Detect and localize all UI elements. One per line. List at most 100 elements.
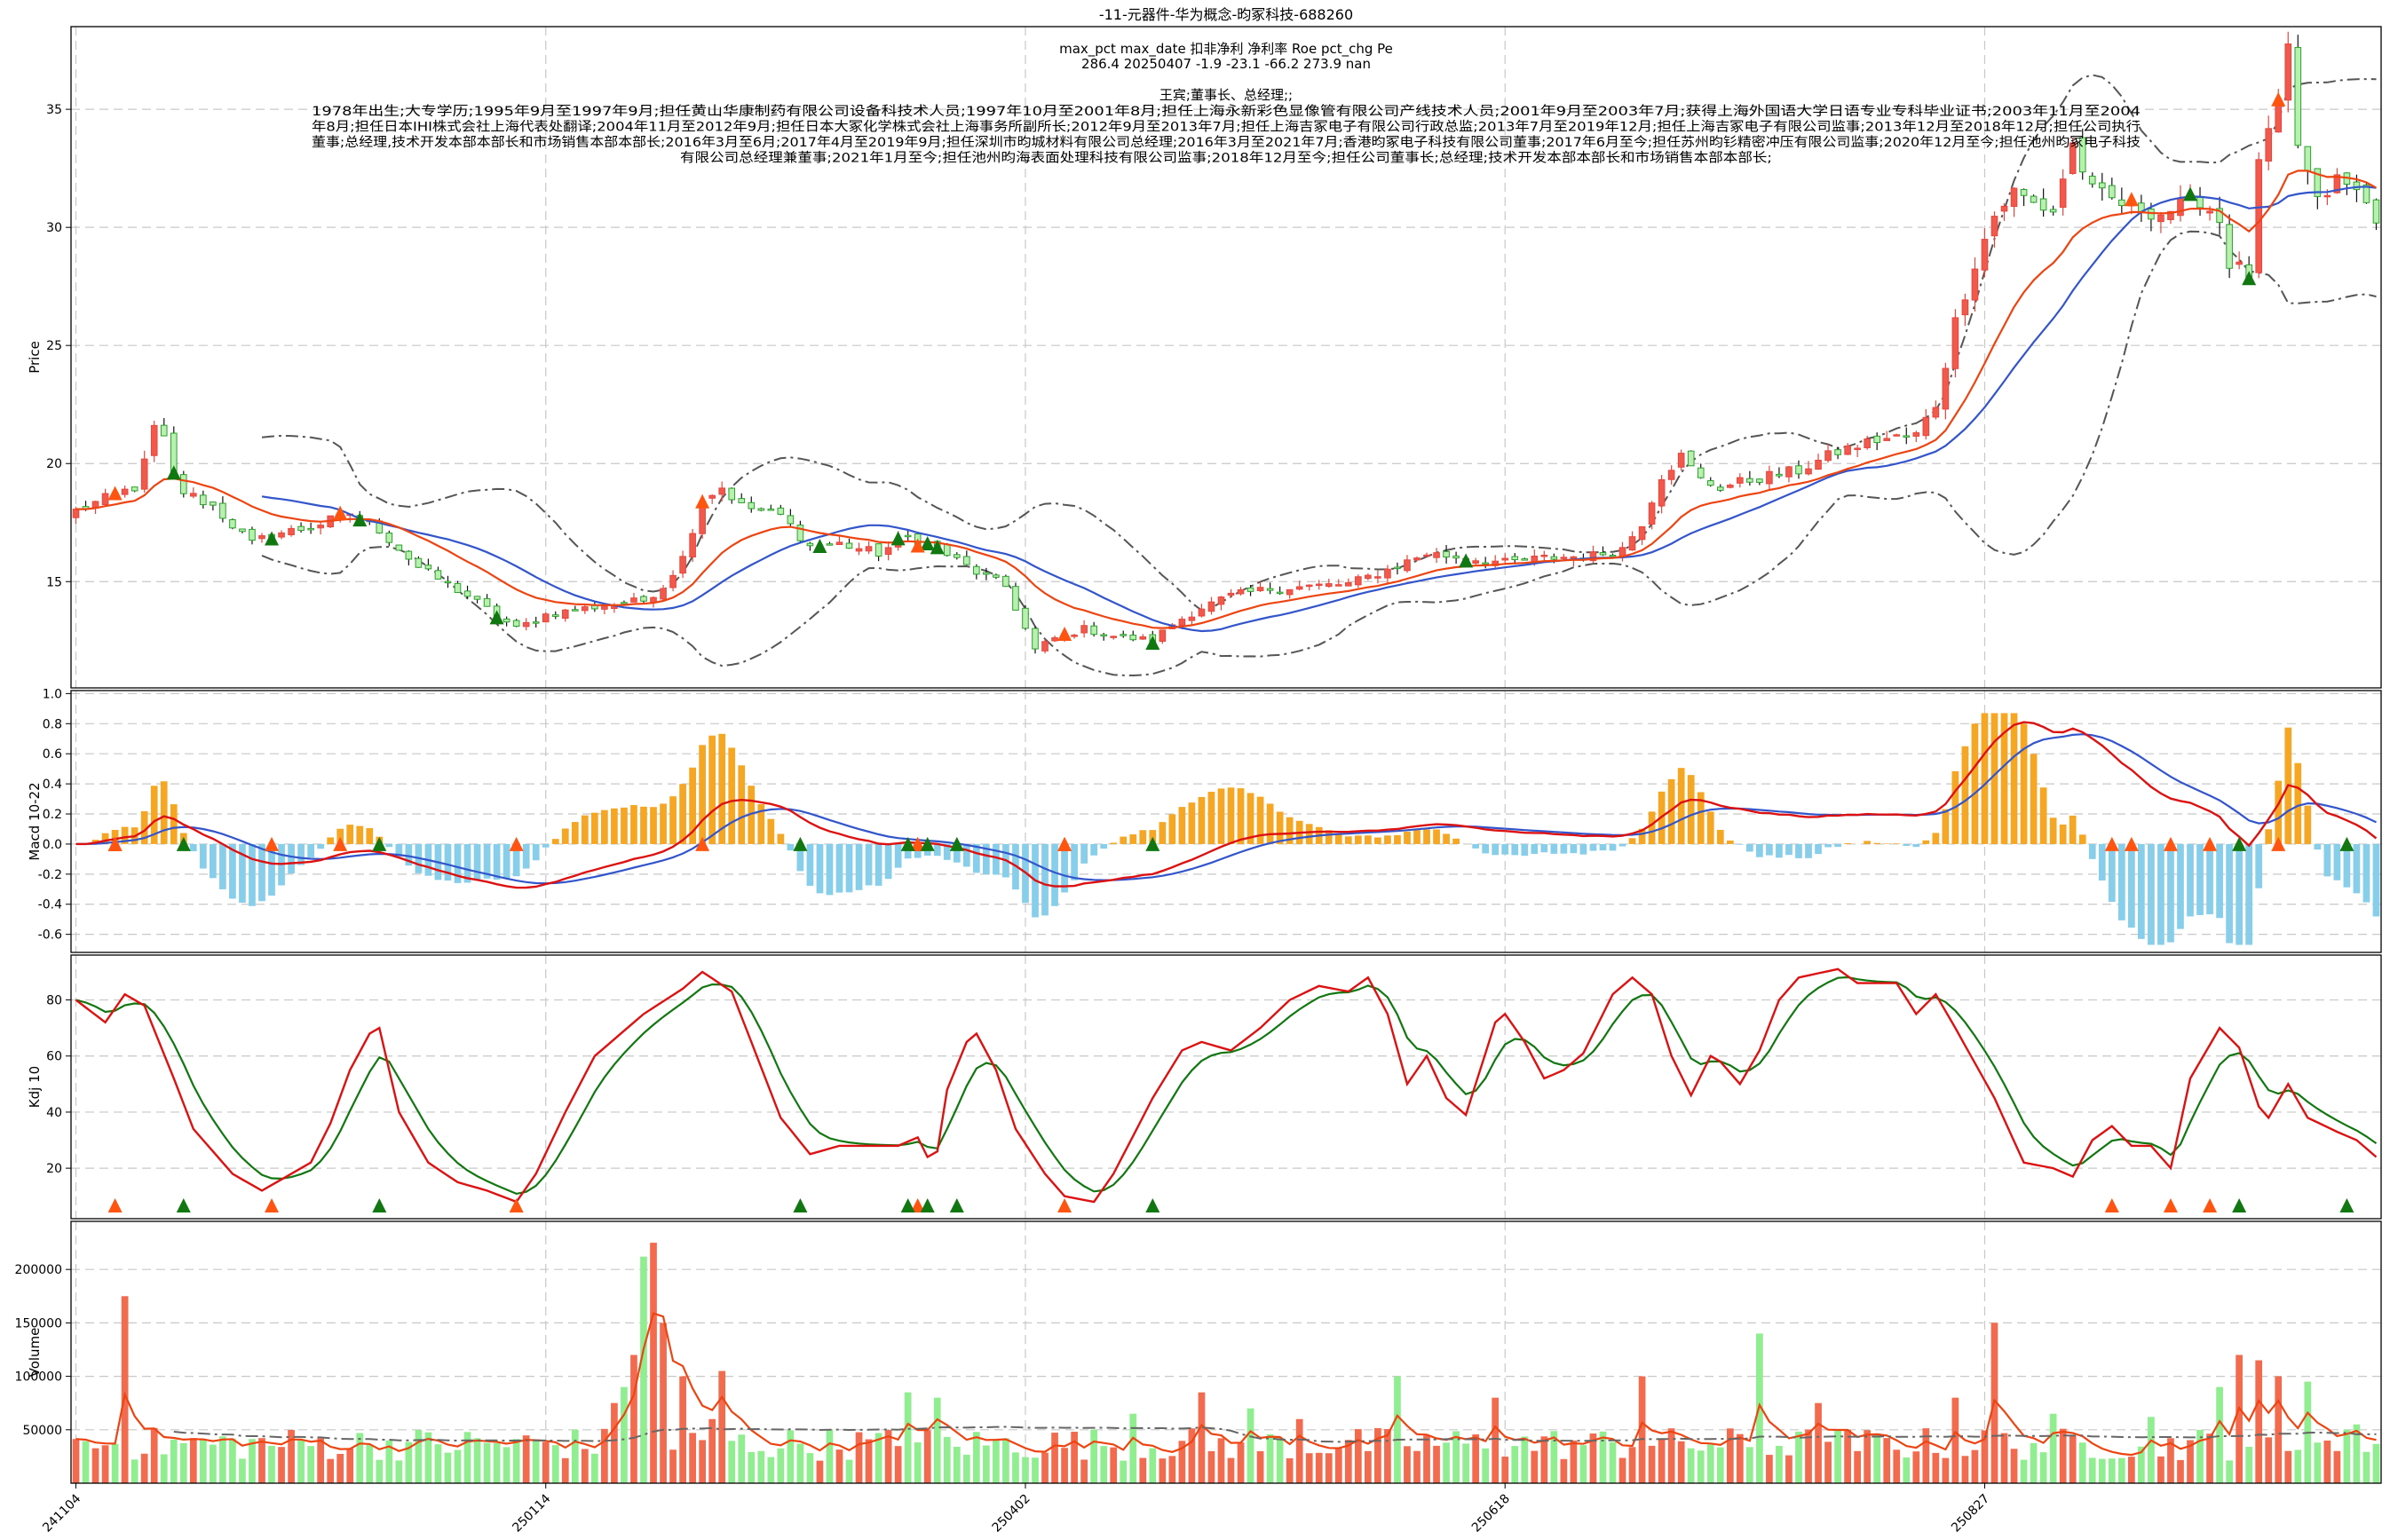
- macd-histogram-bar: [866, 844, 873, 886]
- candle-body: [2040, 199, 2046, 210]
- volume-ytick-label: 50000: [22, 1424, 62, 1438]
- macd-histogram-bar: [2226, 844, 2233, 944]
- macd-histogram-bar: [1218, 788, 1225, 844]
- candle-body: [1600, 553, 1606, 555]
- candle-body: [984, 573, 990, 574]
- volume-bar: [542, 1442, 550, 1483]
- candle-body: [1385, 569, 1391, 578]
- candle-body: [1453, 556, 1460, 557]
- candle-body: [1864, 439, 1871, 448]
- macd-histogram-bar: [1521, 844, 1528, 856]
- macd-histogram-bar: [1776, 844, 1783, 857]
- volume-bar: [1746, 1447, 1753, 1483]
- macd-histogram-bar: [2011, 713, 2018, 844]
- macd-histogram-bar: [1727, 841, 1734, 844]
- candle-body: [1434, 553, 1440, 557]
- candle-body: [2197, 197, 2204, 207]
- candle-body: [1405, 560, 1411, 571]
- candle-body: [690, 533, 696, 557]
- candle-body: [318, 525, 324, 528]
- volume-bar: [1247, 1409, 1254, 1483]
- candle-body: [621, 603, 628, 604]
- volume-bar: [2118, 1458, 2125, 1483]
- macd-histogram-bar: [973, 844, 980, 873]
- macd-histogram-bar: [1815, 844, 1822, 854]
- volume-bar: [1002, 1438, 1009, 1483]
- macd-histogram-bar: [582, 816, 589, 844]
- volume-bar: [2255, 1361, 2262, 1483]
- volume-bar: [210, 1445, 217, 1483]
- volume-bar: [748, 1452, 755, 1483]
- macd-histogram-bar: [2099, 844, 2106, 881]
- macd-histogram-bar: [1678, 768, 1685, 844]
- volume-bar: [307, 1446, 314, 1483]
- macd-histogram-bar: [2255, 844, 2262, 888]
- macd-histogram-bar: [1051, 844, 1058, 906]
- macd-histogram-bar: [2167, 844, 2174, 943]
- macd-histogram-bar: [2187, 844, 2194, 917]
- macd-histogram-bar: [885, 844, 892, 879]
- bio-line: 董事;总经理,技术开发本部本部长和市场销售本部本部长;2016年3月至6月;20…: [312, 135, 2141, 150]
- candle-body: [191, 494, 197, 496]
- candle-body: [1894, 435, 1900, 437]
- macd-histogram-bar: [2294, 763, 2301, 844]
- candle-body: [1668, 470, 1674, 479]
- macd-histogram-bar: [327, 837, 334, 843]
- macd-histogram-bar: [777, 833, 784, 843]
- candle-body: [1375, 577, 1381, 579]
- candle-body: [1923, 417, 1929, 435]
- kdj-ytick-label: 20: [46, 1162, 62, 1176]
- price-ytick-label: 15: [46, 575, 62, 589]
- macd-histogram-bar: [1571, 844, 1578, 853]
- macd-ytick-label: 0.8: [43, 717, 62, 731]
- candle-body: [2227, 225, 2233, 268]
- candle-body: [729, 488, 735, 500]
- candle-body: [406, 551, 412, 559]
- candle-body: [1335, 585, 1341, 587]
- candle-body: [2050, 209, 2056, 212]
- xtick-label: 250827: [1949, 1492, 1992, 1536]
- macd-histogram-bar: [1189, 802, 1196, 844]
- volume-bar: [2216, 1387, 2223, 1483]
- candle-body: [1972, 269, 1978, 300]
- volume-bar: [591, 1454, 598, 1483]
- volume-bar: [944, 1437, 951, 1483]
- volume-bar: [1658, 1439, 1666, 1483]
- volume-bar: [219, 1436, 226, 1483]
- volume-bar: [151, 1428, 158, 1483]
- macd-histogram-bar: [2373, 844, 2380, 917]
- candle-body: [445, 581, 451, 583]
- candle-body: [2305, 146, 2311, 171]
- volume-bar: [1374, 1428, 1381, 1483]
- macd-histogram-bar: [1972, 723, 1979, 844]
- candle-body: [875, 544, 882, 557]
- macd-histogram-bar: [1883, 843, 1890, 844]
- candle-body: [1286, 589, 1293, 595]
- macd-histogram-bar: [1267, 803, 1274, 843]
- candle-body: [2149, 209, 2155, 218]
- price-ytick-label: 35: [46, 103, 62, 117]
- kdj-ylabel: Kdj 10: [27, 1066, 43, 1108]
- macd-histogram-bar: [2334, 844, 2341, 881]
- volume-bar: [346, 1449, 353, 1483]
- volume-bar: [1482, 1449, 1489, 1483]
- macd-histogram-bar: [258, 844, 265, 901]
- volume-bar: [2265, 1437, 2272, 1483]
- kdj-ytick-label: 40: [46, 1106, 62, 1120]
- candle-body: [396, 545, 402, 550]
- candle-body: [2060, 179, 2066, 208]
- macd-histogram-bar: [1345, 836, 1352, 844]
- candle-body: [1267, 588, 1273, 590]
- macd-histogram-bar: [366, 828, 373, 844]
- macd-histogram-bar: [807, 844, 814, 886]
- macd-histogram-bar: [572, 822, 579, 844]
- volume-bar: [2099, 1459, 2106, 1483]
- macd-histogram-bar: [601, 810, 608, 844]
- volume-bar: [1600, 1432, 1607, 1483]
- macd-histogram-bar: [660, 803, 667, 843]
- volume-bar: [1257, 1451, 1264, 1483]
- volume-bar: [954, 1447, 961, 1483]
- macd-histogram-bar: [445, 844, 452, 881]
- candle-body: [122, 489, 128, 494]
- candle-body: [1991, 217, 1998, 236]
